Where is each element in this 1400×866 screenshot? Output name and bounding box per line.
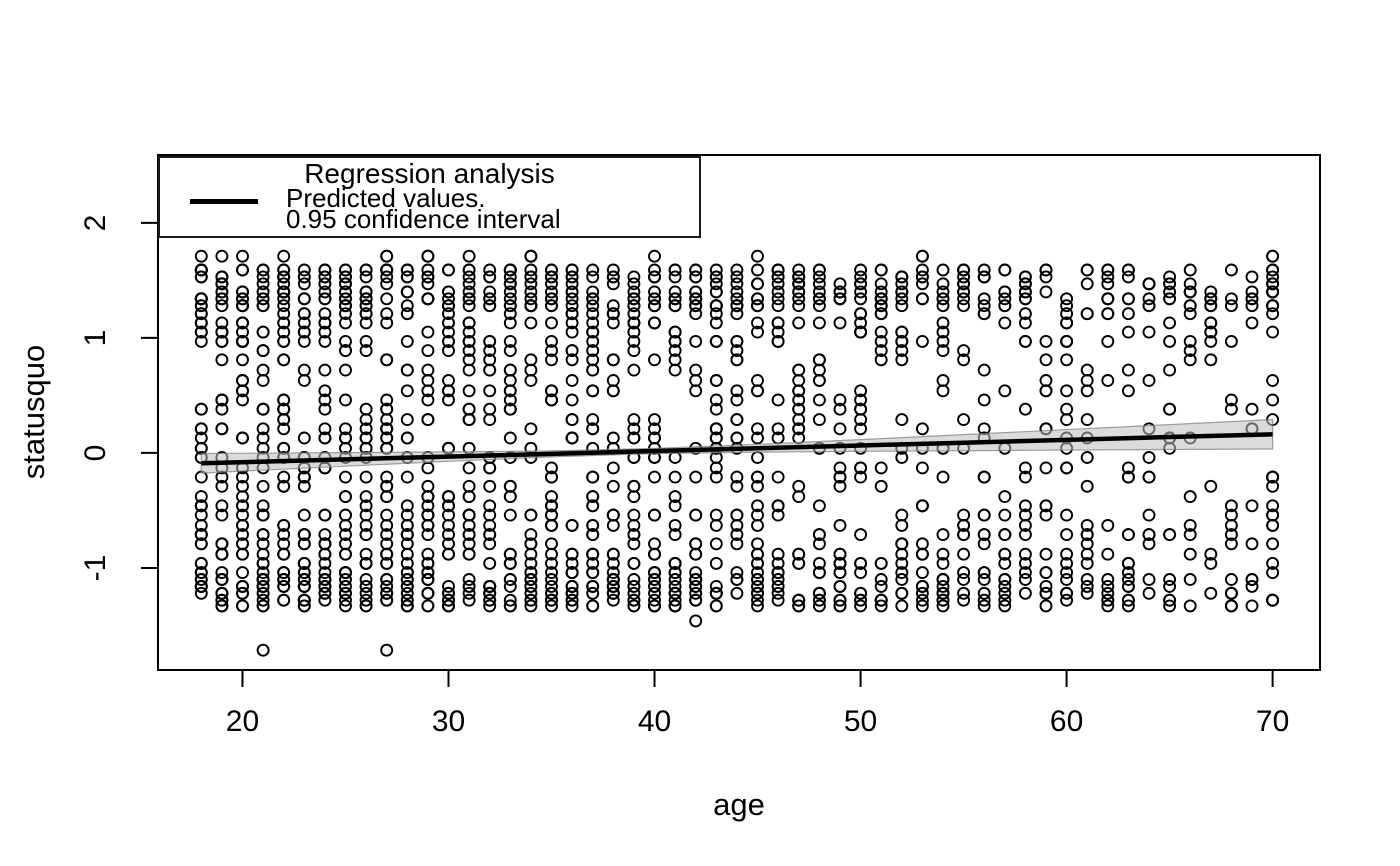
- scatter-points: [194, 249, 1280, 657]
- x-tick-label-30: 30: [431, 705, 466, 738]
- x-tick-label-20: 20: [225, 705, 260, 738]
- x-tick-label-50: 50: [843, 705, 878, 738]
- confidence-band: [200, 418, 1274, 474]
- regression-line: [201, 432, 1273, 466]
- x-tick-label-70: 70: [1255, 705, 1290, 738]
- legend-item-confidence-interval: 0.95 confidence interval: [286, 204, 561, 234]
- y-tick-label-2: 2: [79, 214, 112, 232]
- y-tick-label--1: -1: [79, 554, 112, 582]
- y-axis-title: statusquo: [16, 344, 51, 480]
- axes: [141, 154, 1321, 687]
- x-axis-title: age: [713, 787, 765, 822]
- legend-title: Regression analysis: [304, 158, 555, 189]
- regression-line-legend-sample: [190, 199, 258, 204]
- y-tick-label-0: 0: [79, 444, 112, 462]
- legend-item-predicted-values: Predicted values.: [286, 183, 486, 213]
- x-tick-label-40: 40: [637, 705, 672, 738]
- legend-box: Regression analysis Predicted values. 0.…: [158, 156, 701, 238]
- y-tick-label-1: 1: [79, 329, 112, 347]
- x-tick-label-60: 60: [1049, 705, 1084, 738]
